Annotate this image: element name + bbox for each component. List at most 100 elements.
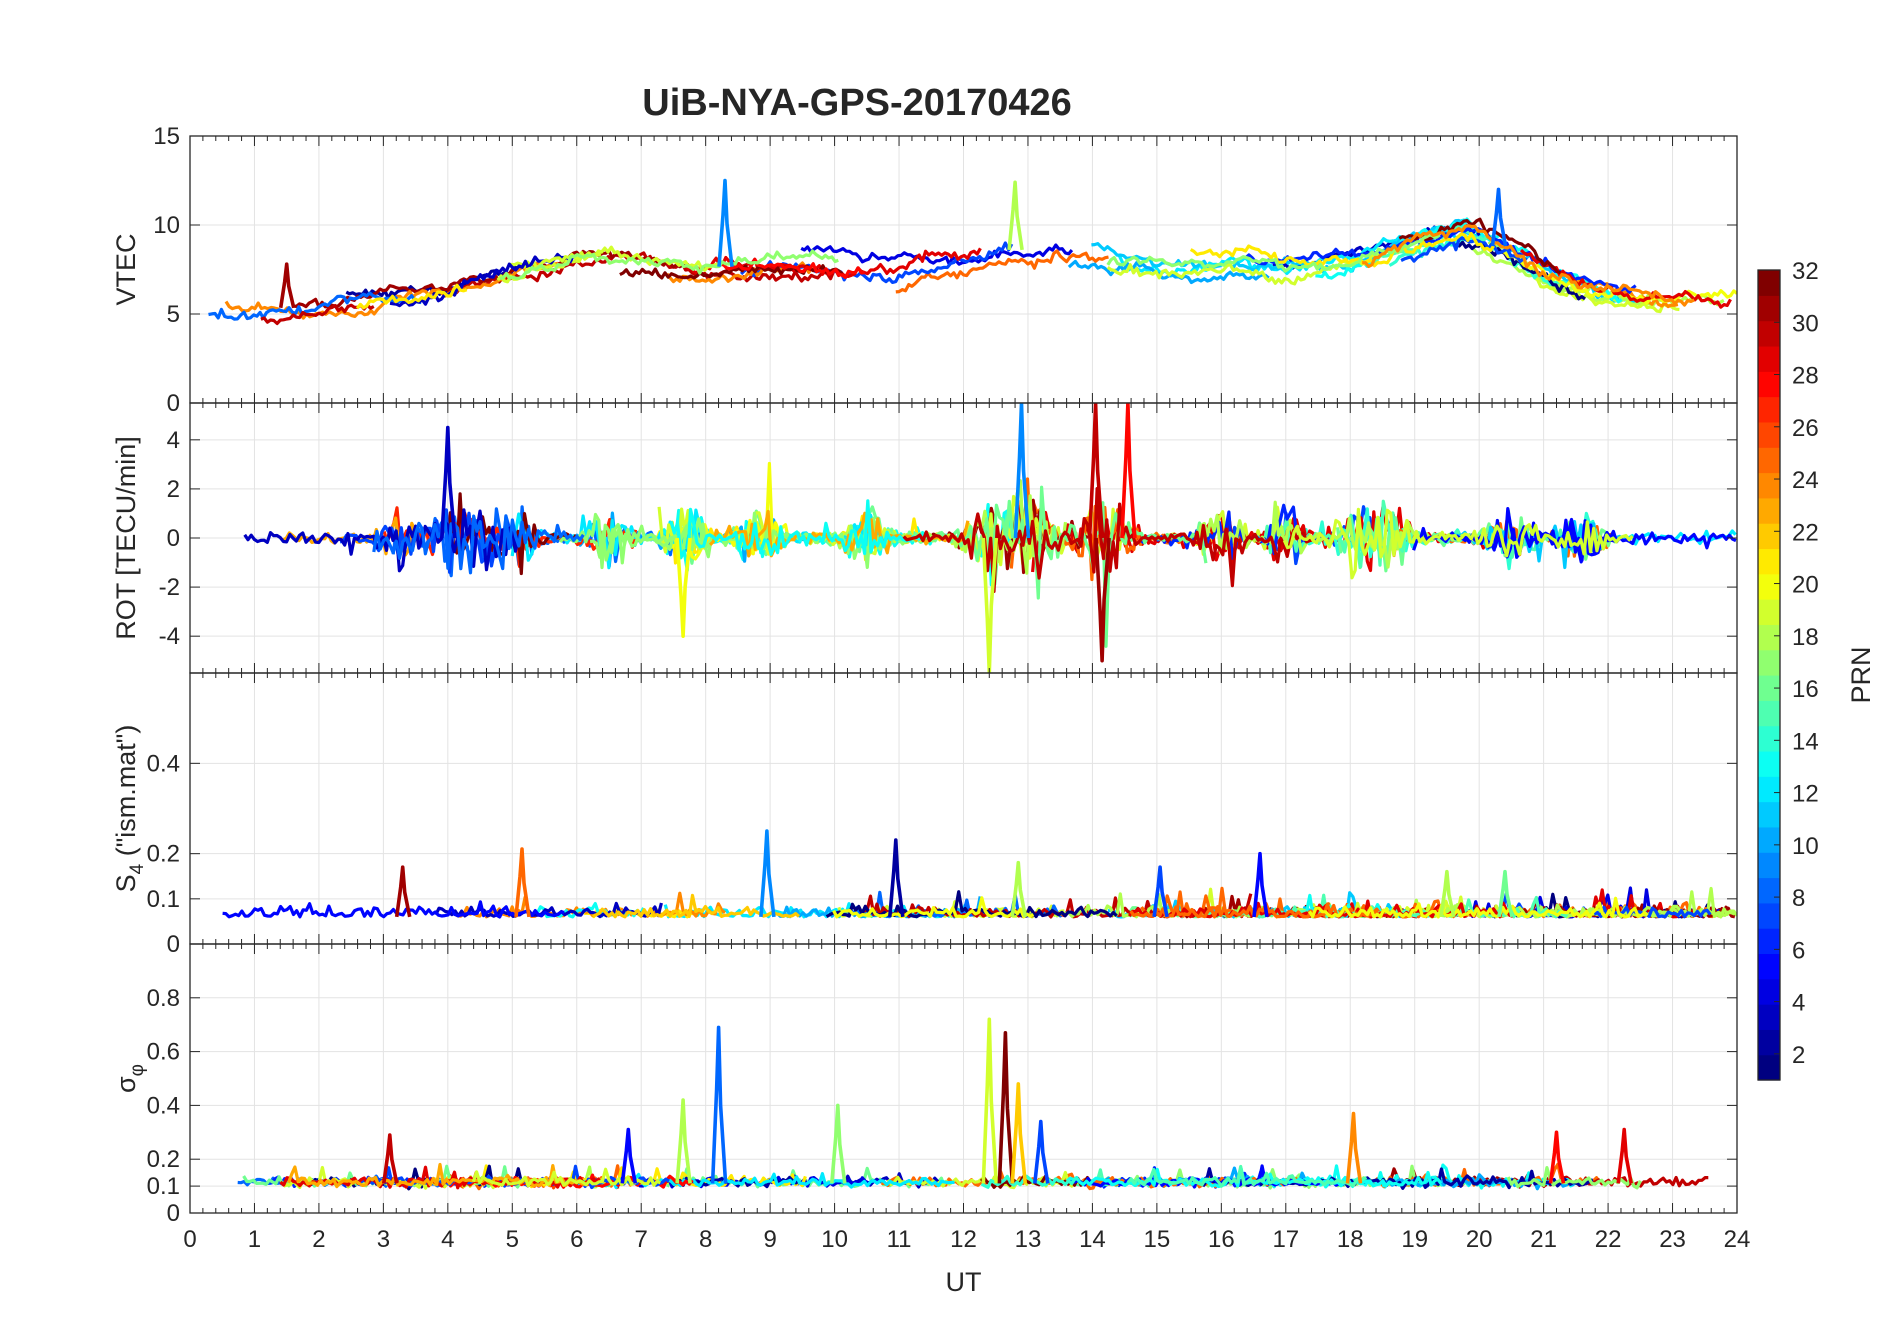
sigma-phi-tick-marks: [189, 944, 1738, 1214]
prn-spike: [1152, 865, 1169, 918]
x-tick-label: 23: [1659, 1226, 1686, 1253]
colorbar-tick-label: 6: [1792, 937, 1805, 964]
x-tick-label: 18: [1337, 1226, 1364, 1253]
ylabel-main: σ: [111, 1076, 141, 1093]
colorbar-tick-label: 14: [1792, 728, 1819, 755]
x-tick-label: 4: [441, 1226, 454, 1253]
colorbar-band: [1758, 801, 1780, 828]
prn-spike: [1345, 1111, 1363, 1184]
x-tick-label: 1: [248, 1226, 261, 1253]
prn-trace: [1282, 507, 1634, 580]
prn-spike: [675, 537, 692, 638]
x-tick-label: 0: [183, 1226, 196, 1253]
y-tick-label: 15: [153, 123, 180, 150]
x-tick-label: 12: [950, 1226, 977, 1253]
prn-trace: [669, 499, 928, 573]
ylabel-rest: ("ism.mat"): [111, 725, 141, 864]
colorbar-tick-label: 8: [1792, 885, 1805, 912]
colorbar-band: [1758, 725, 1780, 752]
prn-spike: [1497, 869, 1514, 918]
colorbar-band: [1758, 776, 1780, 803]
colorbar-band: [1758, 548, 1780, 575]
vtec-traces: [208, 178, 1737, 326]
y-tick-label: 5: [167, 301, 180, 328]
y-tick-label: 2: [167, 476, 180, 503]
prn-spike: [1010, 1082, 1028, 1184]
prn-spike: [675, 1098, 692, 1184]
y-tick-label: 0.1: [147, 886, 180, 913]
colorbar-tick-label: 10: [1792, 833, 1819, 860]
colorbar-band: [1758, 1029, 1780, 1056]
sigma-phi-y-label: σφ: [111, 1064, 148, 1093]
prn-trace: [243, 508, 524, 573]
prn-spike: [440, 425, 457, 539]
x-tick-label: 3: [377, 1226, 390, 1253]
chart-title: UiB-NYA-GPS-20170426: [642, 82, 1071, 124]
prn-spike: [514, 847, 531, 918]
prn-spike: [997, 1031, 1015, 1184]
colorbar-tick-label: 12: [1792, 781, 1819, 808]
rot-tick-marks: [189, 403, 1738, 673]
y-tick-label: 4: [167, 427, 180, 454]
x-tick-label: 11: [887, 1226, 912, 1253]
colorbar-tick-label: 2: [1792, 1042, 1805, 1069]
x-tick-label: 16: [1208, 1226, 1235, 1253]
colorbar-band: [1758, 523, 1780, 550]
prn-spike: [1033, 1119, 1050, 1184]
y-tick-label: 0: [167, 931, 180, 958]
prn-spike: [759, 829, 776, 918]
prn-trace: [1140, 503, 1323, 560]
prn-spike: [981, 537, 999, 673]
colorbar-tick-label: 20: [1792, 572, 1819, 599]
colorbar-tick-label: 28: [1792, 363, 1819, 390]
prn-trace: [499, 249, 839, 280]
prn-spike: [710, 1025, 728, 1184]
prn-trace: [287, 1162, 586, 1189]
x-tick-label: 10: [821, 1226, 848, 1253]
sigma-phi-traces: [237, 1017, 1709, 1191]
prn-trace: [1308, 896, 1649, 919]
prn-spike: [620, 1127, 638, 1184]
colorbar-band: [1758, 1054, 1780, 1081]
prn-spike: [888, 838, 905, 918]
colorbar-band: [1758, 295, 1780, 322]
x-tick-label: 2: [312, 1226, 325, 1253]
colorbar-band: [1758, 345, 1780, 372]
ylabel-sub: 4: [127, 863, 148, 874]
prn-trace: [471, 1167, 661, 1188]
prn-trace: [1398, 217, 1561, 275]
x-tick-label: 5: [506, 1226, 519, 1253]
colorbar-tick-label: 26: [1792, 415, 1819, 442]
y-tick-label: 0: [167, 390, 180, 417]
x-tick-label: 9: [763, 1226, 776, 1253]
prn-trace: [434, 901, 663, 919]
colorbar-tick-label: 30: [1792, 310, 1819, 337]
panel-s4: 0.4 0.2 0.1 0 S4 ("ism.mat"): [111, 672, 1738, 958]
y-tick-label: 10: [153, 212, 180, 239]
x-tick-label: 22: [1595, 1226, 1622, 1253]
colorbar-tick-label: 32: [1792, 258, 1819, 285]
prn-trace: [372, 509, 585, 575]
prn-trace: [558, 512, 719, 570]
colorbar-tick-label: 22: [1792, 519, 1819, 546]
prn-spike: [1252, 851, 1269, 918]
prn-trace: [721, 258, 865, 279]
colorbar-band: [1758, 953, 1780, 980]
prn-spike: [278, 262, 296, 309]
prn-spike: [1007, 180, 1024, 251]
x-tick-label: 14: [1079, 1226, 1106, 1253]
prn-spike: [717, 178, 734, 267]
rot-y-label: ROT [TECU/min]: [111, 436, 141, 640]
prn-trace: [980, 1174, 1079, 1189]
y-tick-label: 0.2: [147, 1146, 180, 1173]
y-tick-label: 0.1: [147, 1173, 180, 1200]
prn-spike: [1087, 403, 1105, 539]
prn-trace: [260, 303, 375, 326]
colorbar-band: [1758, 978, 1780, 1005]
x-tick-label: 7: [635, 1226, 648, 1253]
prn-trace: [208, 291, 422, 321]
prn-spike: [830, 1103, 847, 1184]
colorbar-band: [1758, 472, 1780, 499]
prn-trace: [1412, 517, 1737, 564]
x-tick-label: 24: [1724, 1226, 1751, 1253]
